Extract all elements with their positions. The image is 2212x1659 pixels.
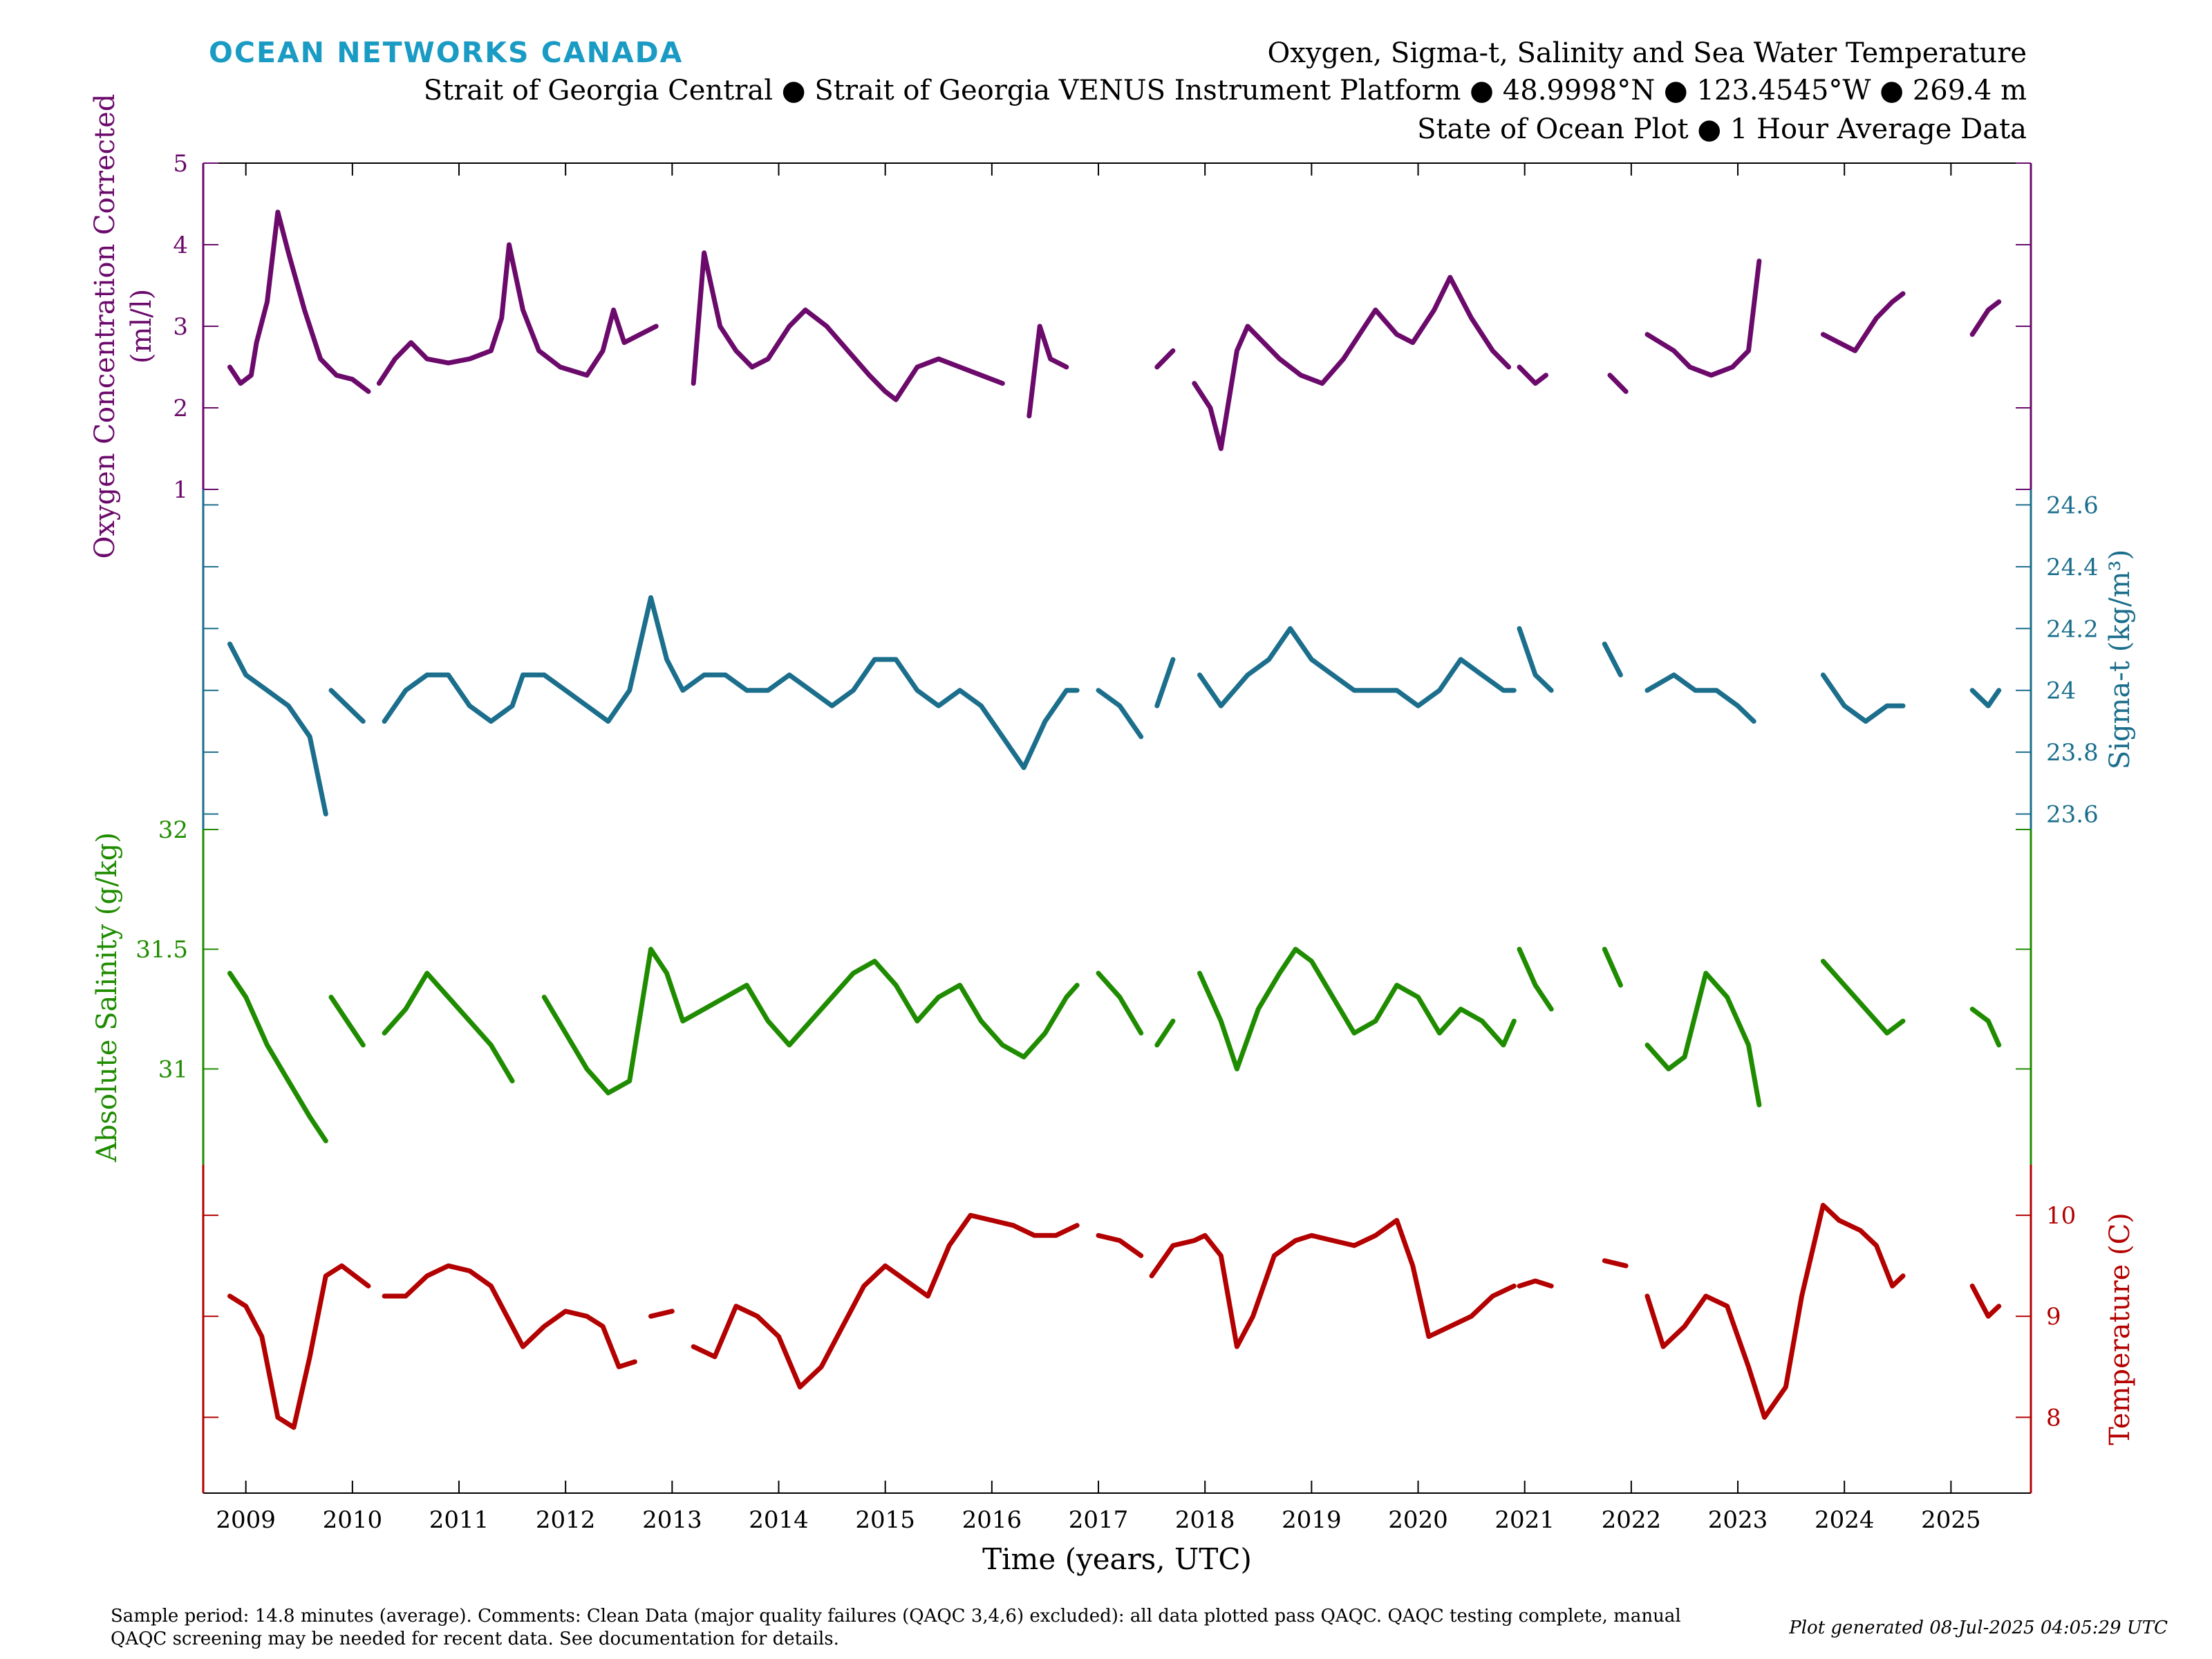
y-tick-label: 24.6 xyxy=(2046,491,2099,519)
x-tick-label: 2025 xyxy=(1921,1506,1981,1534)
y-tick-label: 31.5 xyxy=(135,936,188,964)
x-axis-label: Time (years, UTC) xyxy=(982,1542,1252,1576)
y-tick-label: 24.4 xyxy=(2046,554,2099,581)
x-tick-label: 2012 xyxy=(536,1506,596,1534)
y-tick-label: 10 xyxy=(2046,1202,2076,1230)
y-tick-label: 2 xyxy=(173,395,188,422)
y-tick-label: 8 xyxy=(2046,1404,2061,1432)
y-tick-label: 31 xyxy=(158,1056,188,1083)
y-axis-label: Temperature (C) xyxy=(2104,1212,2136,1445)
x-tick-label: 2023 xyxy=(1708,1506,1768,1534)
x-tick-label: 2009 xyxy=(216,1506,276,1534)
x-tick-label: 2016 xyxy=(962,1506,1022,1534)
series-line-1 xyxy=(227,595,2002,817)
x-tick-label: 2020 xyxy=(1388,1506,1448,1534)
y-axis-label: Oxygen Concentration Corrected xyxy=(89,94,121,559)
x-tick-label: 2022 xyxy=(1602,1506,1662,1534)
x-tick-label: 2019 xyxy=(1282,1506,1342,1534)
y-tick-label: 23.6 xyxy=(2046,801,2099,829)
series-line-3 xyxy=(227,1203,2002,1430)
y-tick-label: 23.8 xyxy=(2046,739,2099,767)
series-line-2 xyxy=(227,946,2002,1143)
x-tick-label: 2015 xyxy=(855,1506,915,1534)
y-tick-label: 24 xyxy=(2046,677,2076,705)
y-tick-label: 1 xyxy=(173,476,188,504)
series-line-0 xyxy=(227,209,2002,451)
y-tick-label: 9 xyxy=(2046,1303,2061,1331)
x-tick-label: 2021 xyxy=(1494,1506,1555,1534)
x-tick-label: 2011 xyxy=(429,1506,489,1534)
y-axis-label: Absolute Salinity (g/kg) xyxy=(91,832,123,1163)
y-tick-label: 4 xyxy=(173,232,188,259)
generated-timestamp: Plot generated 08-Jul-2025 04:05:29 UTC xyxy=(1789,1618,2168,1638)
x-tick-label: 2014 xyxy=(749,1506,809,1534)
y-tick-label: 3 xyxy=(173,313,188,341)
y-tick-label: 24.2 xyxy=(2046,615,2099,643)
x-tick-label: 2010 xyxy=(323,1506,383,1534)
y-tick-label: 5 xyxy=(173,150,188,178)
y-tick-label: 32 xyxy=(158,816,188,844)
chart-title: Oxygen, Sigma-t, Salinity and Sea Water … xyxy=(1267,37,2027,69)
x-tick-label: 2018 xyxy=(1175,1506,1235,1534)
chart-subtitle-2: State of Ocean Plot ● 1 Hour Average Dat… xyxy=(1417,113,2027,145)
x-tick-label: 2024 xyxy=(1815,1506,1875,1534)
chart-subtitle: Strait of Georgia Central ● Strait of Ge… xyxy=(423,75,2027,106)
brand-logo-text: OCEAN NETWORKS CANADA xyxy=(209,36,684,69)
y-axis-label-units: (ml/l) xyxy=(126,289,158,364)
footnote: Sample period: 14.8 minutes (average). C… xyxy=(111,1606,1681,1649)
x-tick-label: 2017 xyxy=(1069,1506,1129,1534)
y-axis-label: Sigma-t (kg/m³) xyxy=(2104,550,2136,769)
x-tick-label: 2013 xyxy=(642,1506,702,1534)
